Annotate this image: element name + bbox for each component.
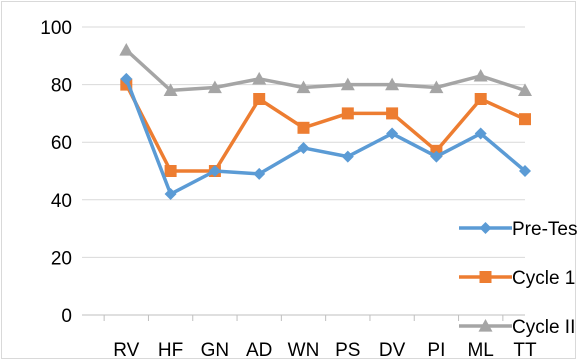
data-point bbox=[252, 71, 267, 85]
x-tick-label: PI bbox=[427, 340, 445, 360]
y-tick-label: 20 bbox=[51, 248, 72, 269]
data-point bbox=[164, 188, 177, 201]
x-tick-label: DV bbox=[379, 340, 406, 360]
y-tick-label: 60 bbox=[51, 133, 72, 154]
y-tick-label: 80 bbox=[51, 76, 72, 97]
data-point bbox=[119, 43, 134, 56]
series-line bbox=[124, 83, 526, 173]
series-cycle-ii bbox=[119, 43, 532, 96]
series-cycle-1 bbox=[120, 78, 531, 177]
x-tick-label: PS bbox=[335, 340, 360, 360]
y-tick-label: 0 bbox=[61, 306, 72, 327]
data-point bbox=[386, 127, 399, 140]
y-tick-label: 100 bbox=[40, 18, 72, 39]
legend-item: Pre-Test bbox=[459, 219, 577, 240]
x-tick-label: AD bbox=[246, 340, 272, 360]
data-point bbox=[120, 72, 133, 85]
data-point bbox=[297, 141, 310, 154]
data-point bbox=[473, 68, 488, 82]
x-tick-label: HF bbox=[158, 340, 183, 360]
data-point bbox=[429, 80, 444, 94]
series-pre-test bbox=[120, 72, 531, 201]
data-point bbox=[341, 150, 354, 163]
series-line bbox=[125, 48, 526, 93]
legend-item: Cycle 1 bbox=[459, 268, 575, 289]
legend-item: Cycle II bbox=[459, 317, 575, 338]
axes: 0 20 40 60 80 100 RV HF GN AD WN PS DV PI ML TT bbox=[40, 18, 537, 360]
legend-marker bbox=[478, 319, 493, 332]
legend-label: Cycle II bbox=[512, 317, 575, 338]
data-point bbox=[474, 127, 487, 140]
legend: Pre-Test Cycle 1 Cycle II bbox=[459, 219, 577, 338]
y-tick-label: 40 bbox=[51, 191, 72, 212]
data-point bbox=[386, 107, 399, 120]
data-point bbox=[341, 107, 354, 120]
data-point bbox=[208, 165, 221, 177]
data-point bbox=[340, 77, 355, 91]
legend-marker bbox=[479, 271, 492, 283]
data-point bbox=[253, 93, 266, 105]
x-tick-label: ML bbox=[467, 340, 493, 360]
x-tick-label: WN bbox=[288, 340, 320, 360]
series-layer bbox=[119, 43, 532, 201]
data-point bbox=[474, 93, 487, 105]
legend-label: Cycle 1 bbox=[512, 268, 575, 289]
data-point bbox=[163, 83, 178, 96]
x-tick-label: RV bbox=[113, 340, 139, 360]
data-point bbox=[519, 113, 531, 126]
data-point bbox=[430, 150, 443, 163]
data-point bbox=[297, 121, 310, 134]
data-point bbox=[164, 165, 177, 177]
data-point bbox=[518, 83, 532, 96]
data-point bbox=[296, 80, 311, 94]
legend-marker bbox=[479, 222, 492, 234]
data-point bbox=[519, 165, 531, 177]
series-line bbox=[124, 78, 527, 196]
data-point bbox=[253, 167, 266, 180]
data-point bbox=[385, 77, 400, 91]
legend-label: Pre-Test bbox=[512, 219, 577, 240]
x-tick-label: TT bbox=[513, 340, 537, 360]
data-point bbox=[207, 80, 222, 94]
x-tick-label: GN bbox=[201, 340, 230, 360]
